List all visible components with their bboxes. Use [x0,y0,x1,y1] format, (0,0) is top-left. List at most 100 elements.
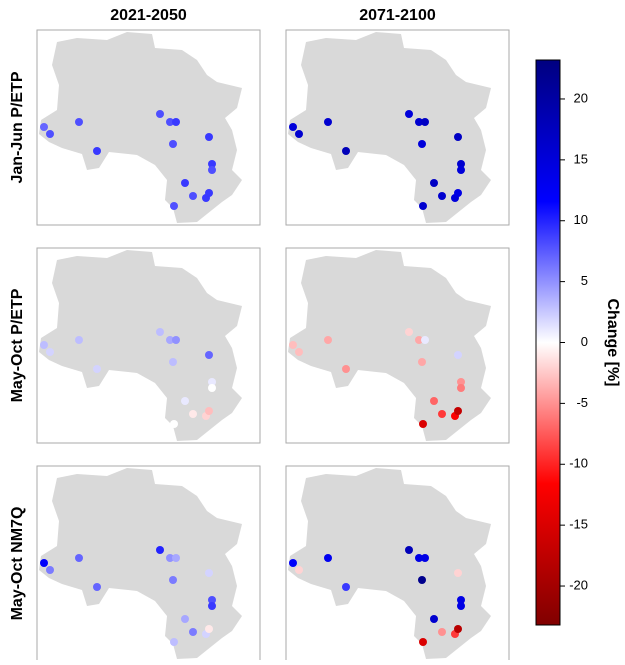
station-point [405,328,413,336]
station-point [438,192,446,200]
row-title: May-Oct P/ETP [9,288,26,402]
region-shape [288,32,491,223]
station-point [170,638,178,646]
station-point [166,554,174,562]
map-panel [285,247,510,444]
station-point [419,638,427,646]
region-shape [39,468,242,659]
station-point [405,110,413,118]
station-point [75,336,83,344]
station-point [418,140,426,148]
station-point [208,378,216,386]
station-point [208,160,216,168]
station-point [421,336,429,344]
station-point [430,179,438,187]
station-point [205,351,213,359]
row-title: Jan-Jun P/ETP [9,71,26,183]
station-point [181,615,189,623]
station-point [289,123,297,131]
station-point [93,583,101,591]
station-point [205,133,213,141]
station-point [289,559,297,567]
station-point [324,118,332,126]
region-shape [39,250,242,441]
colorbar-tick-label: -10 [569,456,588,471]
station-point [289,341,297,349]
station-point [169,576,177,584]
station-point [170,202,178,210]
station-point [438,628,446,636]
station-point [295,566,303,574]
station-point [342,365,350,373]
station-point [40,341,48,349]
station-point [208,384,216,392]
map-panel [285,465,510,662]
column-title: 2071-2100 [359,7,436,24]
colorbar-title: Change [%] [604,299,621,387]
station-point [93,147,101,155]
colorbar-tick-label: -15 [569,517,588,532]
station-point [457,602,465,610]
station-point [40,559,48,567]
station-point [454,133,462,141]
station-point [46,130,54,138]
station-point [189,192,197,200]
station-point [156,110,164,118]
station-point [457,166,465,174]
station-point [454,189,462,197]
station-point [75,554,83,562]
station-point [457,384,465,392]
station-point [189,410,197,418]
colorbar-tick-label: 15 [574,151,588,166]
region-shape [288,250,491,441]
colorbar-tick-label: 0 [581,334,588,349]
colorbar-tick-label: -5 [576,395,588,410]
station-point [454,407,462,415]
station-point [419,202,427,210]
station-point [415,554,423,562]
map-panel [36,465,261,662]
station-point [454,569,462,577]
station-point [421,118,429,126]
station-point [166,336,174,344]
station-point [418,358,426,366]
station-point [208,602,216,610]
region-shape [288,468,491,659]
station-point [208,596,216,604]
station-point [181,397,189,405]
station-point [454,625,462,633]
station-point [205,625,213,633]
station-point [454,351,462,359]
station-point [75,118,83,126]
station-point [457,378,465,386]
station-point [170,420,178,428]
station-point [430,615,438,623]
station-point [324,554,332,562]
station-point [405,546,413,554]
station-point [457,160,465,168]
station-point [324,336,332,344]
station-point [430,397,438,405]
station-point [205,569,213,577]
colorbar-tick-label: 20 [574,90,588,105]
station-point [438,410,446,418]
row-title: May-Oct NM7Q [9,507,26,621]
station-point [205,189,213,197]
station-point [156,546,164,554]
station-point [415,336,423,344]
colorbar-tick-label: -20 [569,577,588,592]
station-point [40,123,48,131]
colorbar-tick-label: 10 [574,212,588,227]
station-point [169,358,177,366]
station-point [93,365,101,373]
station-point [415,118,423,126]
station-point [189,628,197,636]
station-point [342,583,350,591]
map-panel [285,29,510,226]
station-point [457,596,465,604]
station-point [295,130,303,138]
map-panel [36,29,261,226]
map-panel [36,247,261,444]
station-point [342,147,350,155]
station-point [156,328,164,336]
